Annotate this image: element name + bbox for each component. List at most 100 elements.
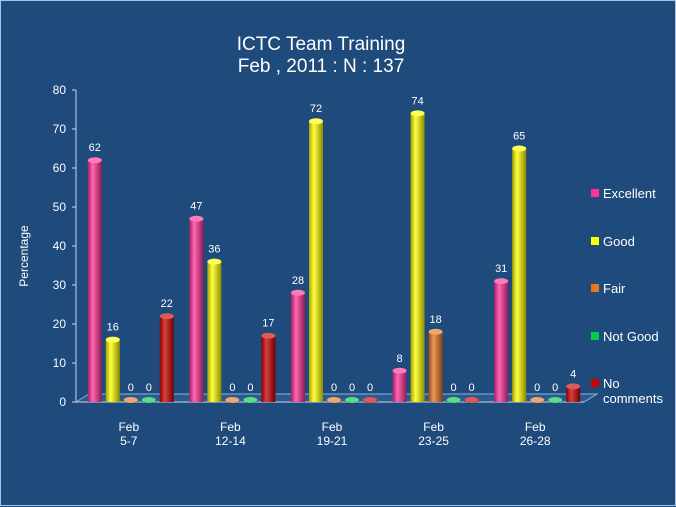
legend-swatch [591,284,599,292]
bar-excellent [87,160,102,402]
legend-label: No comments [603,376,676,406]
x-tick-label: 12-14 [215,434,246,448]
y-tick-label: 60 [53,161,67,175]
x-tick-label: 23-25 [418,434,449,448]
data-label: 36 [208,244,220,256]
bar-top [512,145,527,152]
bar-top [291,289,305,296]
bar-top [345,397,359,403]
bar-good [512,148,527,402]
data-label: 0 [349,382,355,394]
legend-label-line: comments [603,391,663,406]
data-label: 0 [331,382,337,394]
x-tick-label: Feb [525,420,546,434]
legend-label: Excellent [603,186,676,201]
x-tick-label: Feb [220,420,241,434]
data-label: 62 [89,142,101,154]
x-tick-label: Feb [118,420,139,434]
bar-top [87,157,102,164]
legend-label: Not Good [603,329,676,344]
legend-label-line: No [603,376,620,391]
y-tick-label: 40 [53,239,67,253]
bar-top [261,332,276,339]
bar-fair [428,331,443,402]
legend-swatch [591,379,599,387]
data-label: 0 [552,382,558,394]
y-tick-label: 70 [53,122,67,136]
y-tick-label: 0 [59,395,66,409]
legend-label-line: Good [603,233,635,249]
y-tick-label: 80 [53,83,67,97]
bar-good [410,113,425,403]
bar-good [207,261,222,402]
data-label: 0 [229,382,235,394]
data-label: 47 [190,201,202,213]
bar-top [159,313,174,320]
bar-excellent [392,370,407,402]
data-label: 0 [451,382,457,394]
legend-label-line: Fair [603,281,626,296]
bar-top [327,397,341,403]
bar-top [363,397,377,403]
legend-swatch [591,331,599,340]
bar-top [410,110,425,117]
bar-top [105,336,120,343]
x-tick-label: Feb [423,420,444,434]
x-tick-label: 19-21 [317,434,348,448]
bar-top [494,278,509,285]
chart-title: ICTC Team Training [236,34,406,55]
bar-top [123,397,138,403]
data-label: 0 [469,382,475,394]
y-tick-label: 50 [53,200,67,214]
legend-swatch [591,189,599,197]
bar-top [548,397,563,403]
x-tick-label: 5-7 [120,434,138,448]
bar-no-comments [159,316,174,402]
bar-top [309,118,323,125]
data-label: 28 [292,275,304,287]
data-label: 18 [429,314,441,326]
bar-no-comments [261,335,276,402]
x-tick-label: 26-28 [520,434,551,448]
data-label: 0 [128,382,134,394]
legend-label: Good [603,234,676,249]
y-tick-label: 10 [53,356,67,370]
data-label: 0 [534,382,540,394]
bar-excellent [494,281,509,402]
bar-top [392,367,407,374]
chart-title-block: ICTC Team Training Feb , 2011 : N : 137 [171,34,471,78]
data-label: 72 [310,103,322,115]
y-tick-label: 30 [53,278,67,292]
data-label: 0 [247,382,253,394]
legend-label-line: Excellent [603,186,656,201]
x-tick-label: Feb [322,420,343,434]
data-label: 65 [513,131,525,143]
bar-good [105,339,120,402]
bar-top [141,397,156,403]
bar-top [446,397,461,403]
bar-top [566,383,581,390]
bar-top [225,397,240,403]
bar-top [207,258,222,265]
y-tick-label: 20 [53,317,67,331]
bar-top [530,397,545,403]
bar-excellent [189,218,204,402]
legend-label: Fair [603,281,676,296]
legend-swatch [591,236,599,245]
bar-no-comments [566,386,581,402]
bar-top [464,397,479,403]
data-label: 0 [146,382,152,394]
data-label: 17 [262,318,274,330]
bar-top [189,215,204,222]
data-label: 4 [570,368,576,380]
data-label: 8 [397,353,403,365]
data-label: 0 [367,382,373,394]
data-label: 22 [161,298,173,310]
bar-excellent [291,292,305,402]
data-label: 31 [495,263,507,275]
data-label: 74 [411,95,423,107]
bar-good [309,121,323,402]
bar-top [428,328,443,335]
